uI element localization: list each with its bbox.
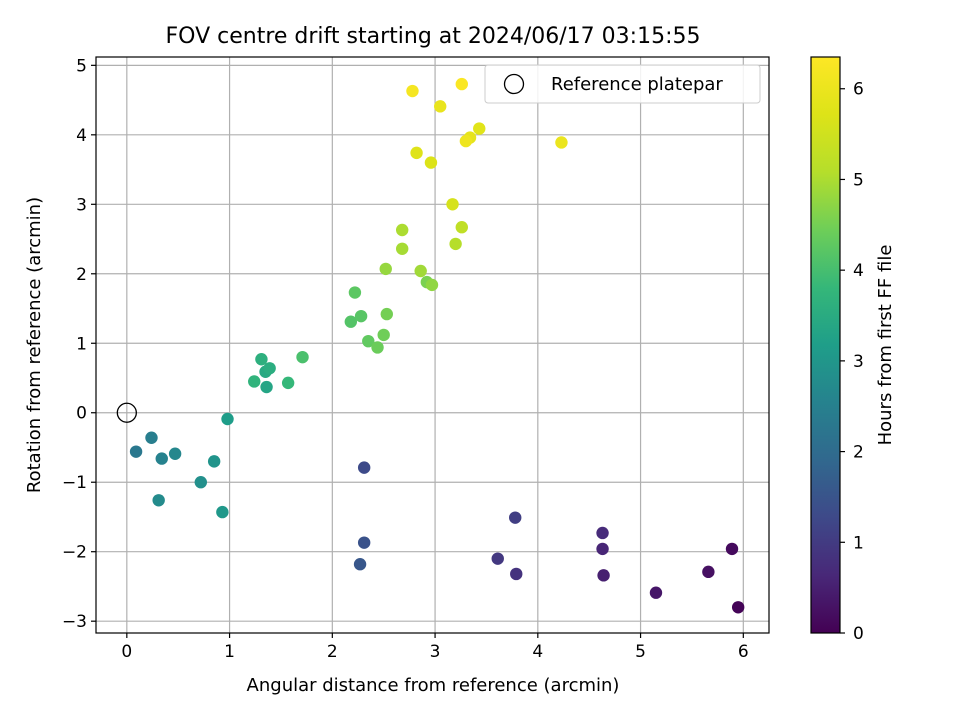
scatter-point xyxy=(248,375,261,388)
scatter-point xyxy=(702,565,715,579)
y-axis-label: Rotation from reference (arcmin) xyxy=(24,197,45,493)
scatter-point xyxy=(296,350,309,364)
scatter-point xyxy=(446,198,459,211)
scatter-point xyxy=(371,341,384,354)
y-tick-label: 0 xyxy=(76,404,87,424)
colorbar-tick-label: 0 xyxy=(853,624,864,644)
x-tick-label: 5 xyxy=(635,642,646,662)
x-axis-label: Angular distance from reference (arcmin) xyxy=(247,675,620,696)
plot-area-frame xyxy=(95,56,770,634)
scatter-point xyxy=(152,494,165,507)
colorbar-ticks: 0 1 2 3 4 5 6 xyxy=(840,80,864,644)
colorbar-tick-label: 5 xyxy=(853,170,864,190)
scatter-point xyxy=(145,431,158,444)
y-tick-label: 5 xyxy=(76,56,87,76)
scatter-point xyxy=(357,536,371,549)
legend: Reference platepar xyxy=(484,64,761,104)
scatter-point xyxy=(597,569,610,582)
x-tick-label: 3 xyxy=(430,642,441,662)
scatter-point xyxy=(449,237,462,251)
scatter-point xyxy=(649,586,663,599)
x-tick-label: 1 xyxy=(224,642,235,662)
scatter-point xyxy=(377,328,390,342)
y-tick-label: 2 xyxy=(76,265,87,285)
scatter-point xyxy=(216,505,229,519)
scatter-point xyxy=(348,286,362,299)
legend-box xyxy=(484,64,761,104)
scatter-point xyxy=(194,476,208,489)
scatter-point xyxy=(362,334,375,348)
y-axis-ticks: −3 −2 −1 0 1 2 3 4 5 xyxy=(62,56,96,632)
scatter-point xyxy=(263,362,276,375)
scatter-point xyxy=(380,307,393,321)
scatter-point xyxy=(410,146,423,160)
data-points xyxy=(129,77,745,614)
colorbar-tick-label: 6 xyxy=(853,80,864,100)
x-tick-label: 4 xyxy=(532,642,543,662)
scatter-point xyxy=(491,552,504,565)
scatter-point xyxy=(414,264,427,278)
scatter-point xyxy=(455,221,468,234)
scatter-point xyxy=(425,278,439,292)
scatter-point xyxy=(459,134,473,148)
scatter-point xyxy=(731,601,745,614)
scatter-point xyxy=(168,447,182,460)
y-tick-label: −2 xyxy=(62,543,87,563)
chart-title: FOV centre drift starting at 2024/06/17 … xyxy=(166,24,701,49)
y-tick-label: 3 xyxy=(76,195,87,215)
scatter-point xyxy=(260,380,273,394)
colorbar-tick-label: 1 xyxy=(853,533,864,553)
colorbar: 0 1 2 3 4 5 6 Hours from first FF file xyxy=(810,56,896,644)
scatter-point xyxy=(596,542,609,556)
scatter-point xyxy=(353,558,367,571)
scatter-point xyxy=(555,136,568,149)
scatter-point xyxy=(395,242,409,255)
scatter-point xyxy=(395,223,409,237)
scatter-point xyxy=(255,353,268,366)
colorbar-tick-label: 2 xyxy=(853,443,864,463)
colorbar-label: Hours from first FF file xyxy=(875,245,896,446)
scatter-point xyxy=(725,542,739,556)
legend-hollow-circle-marker xyxy=(503,73,525,95)
x-tick-label: 6 xyxy=(738,642,749,662)
scatter-point xyxy=(406,84,419,98)
scatter-point xyxy=(473,122,486,135)
x-tick-label: 0 xyxy=(121,642,132,662)
reference-platepar-marker xyxy=(116,402,137,423)
scatter-point xyxy=(455,77,468,91)
scatter-point xyxy=(281,376,295,390)
legend-entry-label: Reference platepar xyxy=(551,74,723,95)
colorbar-tick-label: 4 xyxy=(853,261,864,281)
y-tick-label: −3 xyxy=(62,612,87,632)
scatter-point xyxy=(221,412,234,426)
gridlines xyxy=(96,57,769,633)
x-axis-ticks: 0 1 2 3 4 5 6 xyxy=(121,633,749,662)
x-tick-label: 2 xyxy=(327,642,338,662)
scatter-point xyxy=(155,452,168,465)
scatter-point xyxy=(354,309,368,323)
scatter-point xyxy=(379,262,392,276)
reference-marker xyxy=(116,402,137,423)
colorbar-gradient-bar xyxy=(810,56,841,634)
y-tick-label: 1 xyxy=(76,334,87,354)
scatter-point xyxy=(207,455,221,468)
colorbar-tick-label: 3 xyxy=(853,352,864,372)
scatter-point xyxy=(344,315,358,328)
y-tick-label: 4 xyxy=(76,126,87,146)
scatter-point xyxy=(510,567,523,581)
y-tick-label: −1 xyxy=(62,473,87,493)
scatter-point xyxy=(596,526,609,540)
scatter-point xyxy=(357,461,371,474)
scatter-point xyxy=(129,445,143,458)
scatter-point xyxy=(424,156,438,169)
scatter-point xyxy=(509,511,522,524)
scatter-point xyxy=(434,100,447,113)
